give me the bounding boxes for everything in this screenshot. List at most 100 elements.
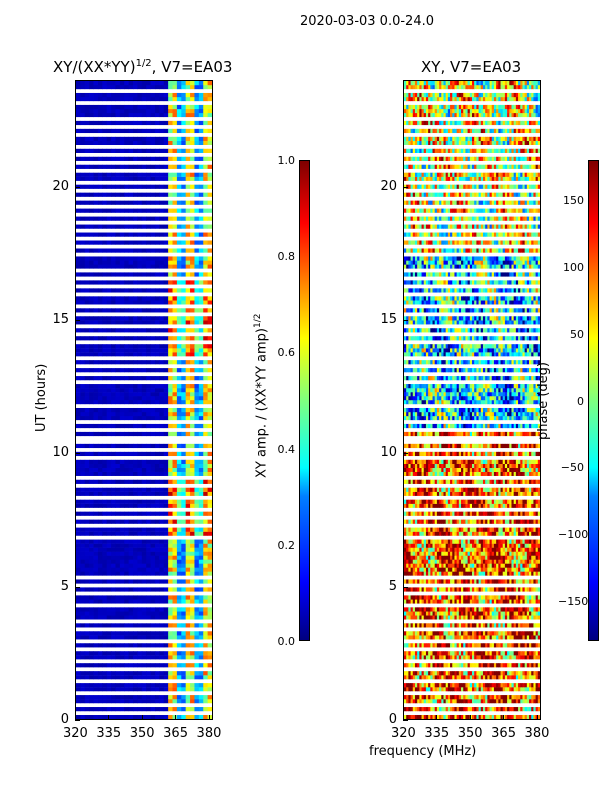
heatmap-cell	[537, 615, 540, 620]
heatmap-cell	[491, 611, 495, 616]
heatmap-cell	[163, 200, 169, 205]
heatmap-cell	[524, 607, 528, 612]
heatmap-cell	[535, 599, 539, 604]
heatmap-row	[404, 683, 540, 688]
heatmap-cell	[176, 615, 182, 620]
heatmap-cell	[465, 599, 469, 604]
heatmap-row	[76, 479, 212, 484]
heatmap-cell	[454, 563, 458, 568]
heatmap-cell	[133, 579, 138, 584]
heatmap-cell	[410, 651, 414, 656]
heatmap-cell	[133, 328, 138, 333]
heatmap-cell	[181, 224, 187, 229]
heatmap-cell	[124, 623, 130, 628]
heatmap-cell	[76, 368, 81, 373]
heatmap-cell	[537, 631, 540, 636]
heatmap-cell	[181, 360, 187, 365]
heatmap-cell	[146, 184, 151, 189]
heatmap-cell	[154, 487, 160, 492]
heatmap-cell	[168, 487, 173, 492]
heatmap-cell	[93, 156, 99, 161]
heatmap-cell	[80, 308, 86, 313]
heatmap-cell	[472, 643, 475, 648]
heatmap-cell	[436, 643, 440, 648]
heatmap-cell	[97, 635, 103, 640]
heatmap-cell	[76, 192, 81, 197]
heatmap-cell	[93, 176, 99, 181]
heatmap-cell	[159, 272, 165, 277]
heatmap-cell	[526, 715, 530, 719]
heatmap-cell	[207, 300, 212, 305]
heatmap-cell	[150, 308, 156, 313]
heatmap-cell	[203, 527, 209, 532]
x-tick-mark	[208, 715, 210, 720]
heatmap-cell	[434, 707, 438, 712]
heatmap-cell	[480, 675, 484, 680]
heatmap-cell	[168, 272, 173, 277]
heatmap-cell	[93, 643, 99, 648]
heatmap-cell	[515, 567, 519, 572]
heatmap-cell	[124, 463, 130, 468]
heatmap-cell	[423, 587, 427, 592]
heatmap-cell	[102, 587, 108, 592]
heatmap-cell	[461, 671, 464, 676]
heatmap-cell	[207, 695, 212, 700]
heatmap-cell	[485, 563, 488, 568]
heatmap-cell	[102, 407, 108, 413]
left-plot-title-exp: 1/2	[135, 58, 152, 69]
heatmap-cell	[141, 519, 147, 524]
heatmap-cell	[474, 595, 477, 600]
heatmap-cell	[417, 595, 420, 600]
heatmap-cell	[419, 643, 422, 648]
heatmap-cell	[445, 683, 449, 688]
heatmap-cell	[176, 511, 182, 516]
heatmap-cell	[443, 611, 447, 616]
heatmap-cell	[454, 587, 458, 592]
heatmap-cell	[154, 411, 160, 417]
heatmap-cell	[106, 451, 112, 457]
heatmap-cell	[491, 579, 495, 584]
heatmap-cell	[93, 216, 99, 221]
heatmap-cell	[518, 655, 521, 660]
heatmap-cell	[524, 699, 528, 704]
heatmap-cell	[450, 607, 453, 612]
heatmap-cell	[439, 563, 442, 568]
heatmap-cell	[115, 224, 121, 229]
heatmap-cell	[119, 431, 125, 437]
heatmap-cell	[141, 675, 147, 680]
heatmap-cell	[80, 92, 86, 98]
heatmap-cell	[518, 615, 521, 620]
heatmap-cell	[154, 467, 160, 472]
heatmap-cell	[463, 571, 466, 576]
heatmap-cell	[190, 308, 195, 313]
heatmap-cell	[467, 599, 471, 604]
heatmap-cell	[443, 663, 447, 668]
heatmap-cell	[89, 643, 94, 648]
heatmap-cell	[133, 411, 138, 417]
heatmap-cell	[137, 511, 143, 516]
heatmap-cell	[150, 539, 156, 544]
heatmap-cell	[408, 555, 411, 560]
heatmap-cell	[106, 663, 112, 668]
heatmap-cell	[487, 683, 490, 688]
heatmap-cell	[115, 671, 121, 676]
heatmap-cell	[190, 128, 195, 134]
heatmap-cell	[172, 112, 178, 118]
heatmap-cell	[526, 655, 530, 660]
heatmap-cell	[150, 411, 156, 417]
heatmap-cell	[194, 595, 200, 600]
heatmap-cell	[190, 539, 195, 544]
heatmap-cell	[133, 571, 138, 576]
heatmap-cell	[198, 92, 204, 98]
heatmap-cell	[84, 675, 90, 680]
heatmap-cell	[97, 503, 103, 508]
heatmap-cell	[141, 184, 147, 189]
heatmap-cell	[141, 256, 147, 261]
heatmap-cell	[84, 156, 90, 161]
heatmap-row	[76, 81, 212, 86]
left-ylabel: UT (hours)	[34, 363, 49, 432]
heatmap-cell	[445, 655, 449, 660]
heatmap-cell	[93, 256, 99, 261]
heatmap-cell	[159, 531, 165, 536]
heatmap-cell	[491, 695, 495, 700]
